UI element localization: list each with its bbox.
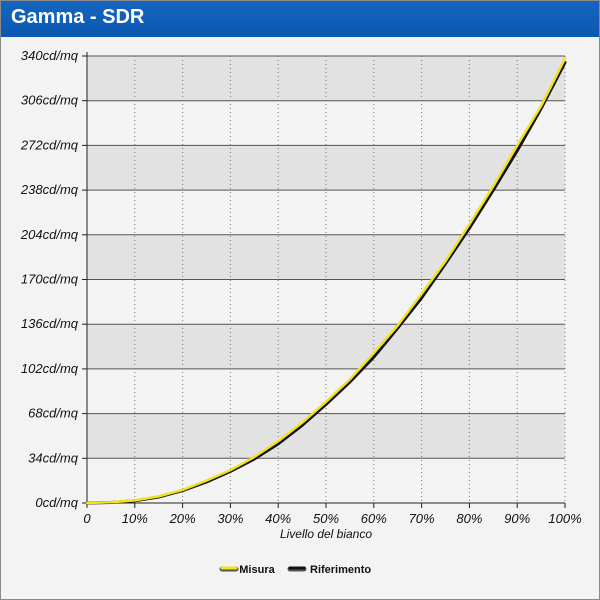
plot-band [87,413,565,459]
x-tick-label: 80% [456,511,482,526]
window-title: Gamma - SDR [11,6,145,28]
plot-band [87,56,565,101]
y-tick-label: 272cd/mq [20,137,79,152]
series-line-misura [85,57,567,505]
legend-label: Riferimento [310,564,371,576]
x-tick-label: 10% [122,511,148,526]
y-tick-label: 204cd/mq [20,227,79,242]
plot-band [87,324,565,369]
y-tick-label: 0cd/mq [35,495,78,510]
x-tick-label: 50% [313,511,339,526]
y-tick-label: 136cd/mq [21,316,79,331]
x-tick-label: 0 [83,511,91,526]
y-tick-label: 102cd/mq [21,361,79,376]
title-bar: Gamma - SDR [1,1,599,37]
x-tick-label: 20% [169,511,196,526]
y-tick-label: 238cd/mq [20,182,79,197]
y-tick-label: 170cd/mq [21,272,79,287]
x-tick-label: 100% [548,511,581,526]
y-tick-label: 306cd/mq [21,93,79,108]
x-tick-label: 40% [265,511,291,526]
x-tick-label: 70% [409,511,435,526]
y-tick-label: 68cd/mq [28,406,79,421]
x-tick-label: 90% [504,511,530,526]
y-tick-label: 340cd/mq [21,48,79,63]
legend-label: Misura [239,564,275,576]
x-axis-title: Livello del bianco [280,527,372,541]
x-tick-label: 60% [361,511,387,526]
x-tick-label: 30% [217,511,243,526]
y-tick-label: 34cd/mq [28,450,79,465]
